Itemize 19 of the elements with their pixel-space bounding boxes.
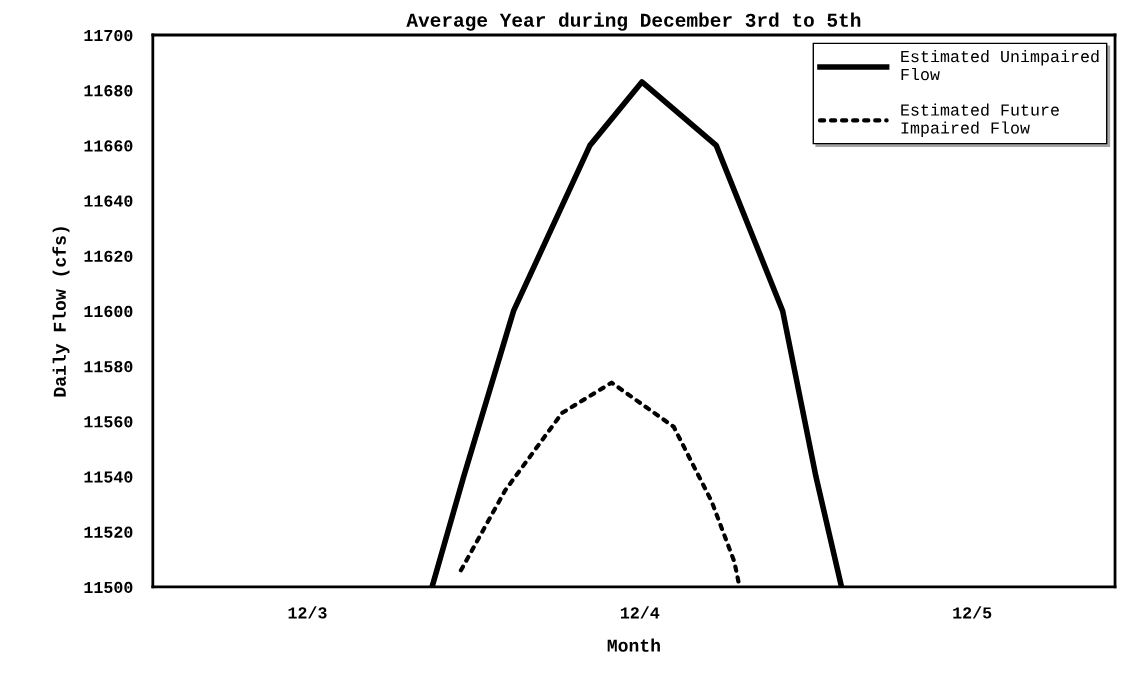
legend-label: Estimated Unimpaired Flow: [901, 50, 1099, 81]
y-tick-label: 11580: [84, 361, 133, 373]
y-tick-label: 11540: [84, 471, 133, 483]
y-tick-label: 11700: [84, 29, 133, 42]
legend-label: Estimated Future Impaired Flow: [901, 103, 1059, 137]
x-tick-label: 12/3: [288, 606, 327, 619]
chart-title: Average Year during December 3rd to 5th: [406, 12, 861, 31]
x-tick-label: 12/4: [620, 606, 660, 619]
y-tick-label: 11660: [84, 140, 133, 152]
x-tick-label: 12/5: [953, 606, 992, 619]
y-axis-title: Daily Flow (cfs): [52, 227, 70, 397]
y-tick-label: 11600: [84, 305, 133, 318]
x-axis-title: Month: [607, 638, 660, 652]
y-tick-label: 11640: [84, 195, 133, 207]
y-tick-label: 11500: [84, 581, 133, 594]
y-tick-label: 11560: [84, 416, 133, 428]
y-tick-label: 11680: [84, 85, 133, 97]
y-tick-label: 11520: [84, 526, 133, 538]
y-tick-label: 11620: [84, 250, 133, 262]
